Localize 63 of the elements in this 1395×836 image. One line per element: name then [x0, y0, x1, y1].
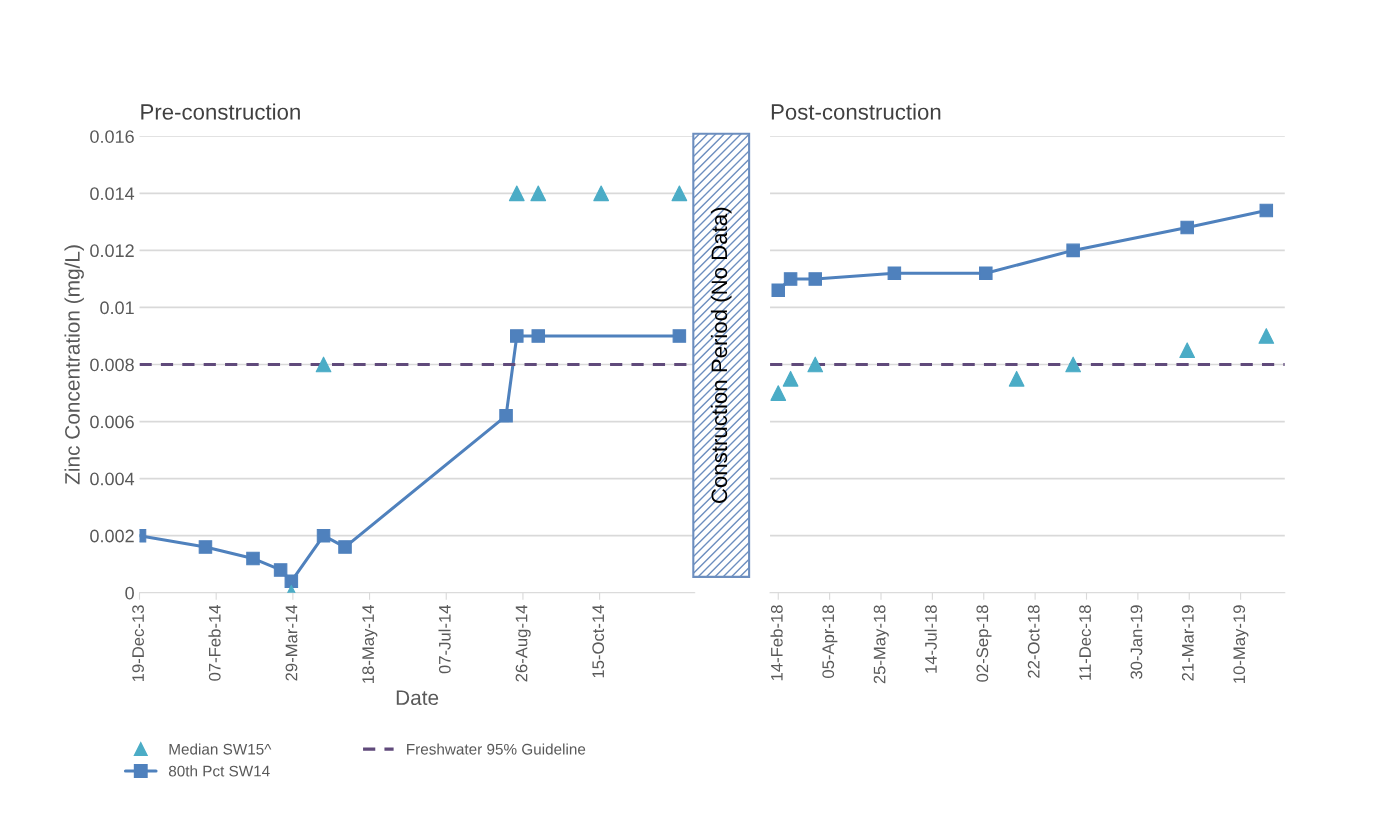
legend-label: 80th Pct SW14 — [168, 765, 270, 777]
point — [273, 563, 288, 577]
y-tick-label: 0.01 — [100, 301, 134, 315]
point — [499, 409, 513, 423]
chart-title: Post-construction — [771, 103, 941, 120]
x-tick-label: 10-May-19 — [1233, 605, 1249, 683]
x-tick-label: 29-Mar-14 — [285, 605, 298, 681]
point — [316, 528, 331, 543]
x-tick-label: 15-Oct-14 — [592, 605, 605, 678]
text: Construction Period (No Data) — [710, 207, 732, 503]
x-tick-label: 14-Feb-18 — [770, 605, 783, 681]
point — [508, 185, 525, 202]
x-tick-label: 02-Sep-18 — [976, 605, 992, 682]
x-tick-label: 05-Apr-18 — [822, 605, 838, 678]
point — [593, 185, 610, 202]
y-axis-title: Zinc Concentration (mg/L) — [64, 245, 84, 485]
point — [530, 185, 547, 202]
x-tick-label: 19-Dec-13 — [132, 605, 144, 682]
legend-label: Median SW15^ — [169, 743, 272, 755]
y-tick-label: 0.006 — [90, 415, 134, 429]
x-axis-title: Date — [396, 690, 439, 706]
x-tick-label: 21-Mar-19 — [1181, 605, 1194, 681]
point — [338, 540, 352, 554]
point — [510, 329, 524, 343]
x-tick-label: 07-Feb-14 — [208, 605, 221, 681]
point — [1259, 203, 1274, 218]
point — [198, 540, 213, 554]
point — [1008, 370, 1025, 387]
x-tick-label: 26-Aug-14 — [515, 605, 531, 682]
point — [1179, 342, 1196, 359]
point — [246, 551, 260, 566]
x-tick-label: 11-Dec-18 — [1079, 605, 1091, 680]
y-tick-label: 0.004 — [90, 472, 135, 486]
point — [782, 370, 799, 387]
point — [771, 283, 786, 298]
y-tick-label: 0.014 — [90, 187, 135, 201]
y-tick-label: 0.012 — [90, 244, 134, 258]
x-tick-label: 30-Jan-19 — [1130, 605, 1143, 679]
point — [770, 385, 787, 401]
point — [1258, 328, 1275, 344]
x-tick-label: 25-May-18 — [873, 605, 889, 684]
legend-label: Freshwater 95% Guideline — [407, 743, 586, 755]
point — [672, 329, 687, 343]
x-tick-label: 18-May-14 — [362, 605, 378, 683]
point — [315, 356, 332, 373]
y-tick-label: 0.016 — [90, 130, 134, 143]
point — [1180, 220, 1194, 235]
point — [808, 272, 823, 286]
y-tick-label: 0.008 — [90, 358, 134, 372]
point — [531, 329, 546, 343]
point — [671, 185, 688, 202]
point — [1066, 243, 1080, 258]
point — [807, 356, 824, 373]
point — [783, 272, 798, 286]
point — [979, 266, 993, 280]
x-tick-label: 07-Jul-14 — [438, 605, 451, 674]
x-tick-label: 22-Oct-18 — [1027, 605, 1040, 678]
chart-title: Pre-construction — [141, 103, 300, 120]
x-tick-label: 14-Jul-18 — [924, 605, 937, 673]
y-tick-label: 0.002 — [90, 529, 134, 543]
point — [1065, 356, 1082, 373]
point — [887, 266, 902, 280]
y-tick-label: 0 — [125, 586, 134, 600]
